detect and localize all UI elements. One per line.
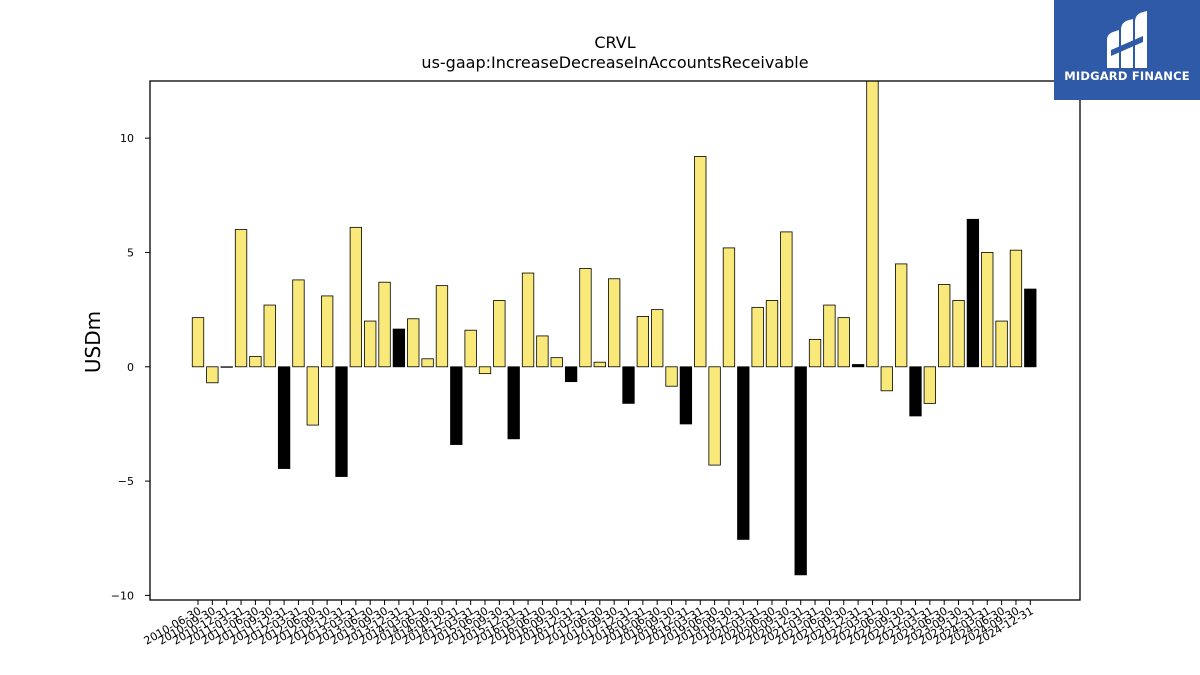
bar-2016-12-31 — [564, 366, 578, 383]
bar-2010-06-30 — [191, 317, 205, 368]
bar-2011-09-30 — [263, 304, 276, 368]
bar-2016-09-30 — [550, 357, 563, 368]
bars-group — [191, 80, 1037, 576]
y-tick-label: 5 — [127, 246, 134, 259]
bar-2024-06-30 — [995, 320, 1008, 368]
chart-title: CRVL — [594, 33, 635, 52]
y-axis-label: USDm — [81, 311, 105, 373]
bar-2021-12-31 — [851, 364, 865, 368]
bar-2011-12-31 — [277, 366, 291, 469]
bar-2023-06-30 — [938, 284, 951, 368]
bar-2012-09-30 — [320, 295, 334, 368]
bar-2023-03-31 — [923, 366, 936, 404]
bar-2019-03-31 — [694, 156, 707, 368]
bar-2014-06-30 — [421, 358, 434, 368]
bar-2012-03-31 — [292, 279, 305, 368]
bar-2014-03-31 — [407, 318, 420, 368]
bar-2012-06-30 — [306, 366, 319, 426]
bar-2024-12-31 — [1024, 288, 1037, 368]
bar-2013-06-30 — [364, 320, 377, 368]
y-tick-label: 0 — [127, 361, 134, 374]
bar-2015-12-31 — [507, 366, 520, 440]
y-axis: −10 −5 0 5 10 — [111, 132, 150, 602]
bar-2022-09-30 — [895, 263, 908, 368]
bar-2020-09-30 — [780, 231, 793, 368]
bar-2018-12-31 — [679, 366, 693, 425]
bar-2019-06-30 — [708, 366, 721, 466]
bar-2019-12-31 — [737, 366, 750, 540]
chart-subtitle: us-gaap:IncreaseDecreaseInAccountsReceiv… — [421, 53, 808, 72]
bar-2011-06-30 — [249, 356, 262, 368]
brand-logo-text: MIDGARD FINANCE — [1064, 69, 1190, 83]
bar-2015-06-30 — [478, 366, 492, 375]
bar-2017-03-31 — [579, 268, 592, 368]
bar-2014-09-30 — [435, 285, 449, 368]
bar-2015-09-30 — [493, 300, 506, 368]
bar-2019-09-30 — [722, 247, 736, 368]
bar-2020-12-31 — [794, 366, 807, 576]
bar-2023-12-31 — [966, 218, 980, 368]
plot-frame — [149, 80, 1081, 601]
bar-2013-09-30 — [378, 281, 391, 368]
bar-2012-12-31 — [335, 366, 348, 477]
bar-2017-06-30 — [593, 361, 606, 368]
bar-2024-03-31 — [981, 252, 994, 368]
y-tick-label: −5 — [118, 475, 134, 488]
brand-logo: MIDGARD FINANCE — [1054, 0, 1200, 100]
bar-2016-03-31 — [521, 272, 535, 368]
bar-2022-03-31 — [866, 80, 879, 368]
bar-2011-03-31 — [234, 229, 248, 368]
bar-2023-09-30 — [952, 300, 965, 368]
bar-2015-03-31 — [464, 329, 477, 368]
bar-2017-09-30 — [608, 278, 621, 368]
bar-2020-06-30 — [765, 300, 779, 368]
bar-2013-12-31 — [392, 328, 406, 368]
bar-2022-12-31 — [909, 366, 922, 417]
bar-2018-06-30 — [651, 309, 664, 368]
bar-2010-12-31 — [220, 366, 233, 368]
bar-2014-12-31 — [450, 366, 463, 445]
bar-2016-06-30 — [536, 335, 549, 368]
bar-2024-09-30 — [1009, 249, 1023, 368]
bar-2021-09-30 — [837, 317, 850, 368]
midgard-logo-icon — [1107, 11, 1147, 68]
bar-2018-09-30 — [665, 366, 678, 387]
bar-2010-09-30 — [206, 366, 219, 384]
bar-2020-03-31 — [751, 306, 764, 368]
bar-2018-03-31 — [636, 316, 649, 368]
bar-2022-06-30 — [880, 366, 893, 392]
bar-2021-06-30 — [823, 304, 836, 368]
x-axis: 2010-06-302010-09-302010-12-312011-03-31… — [142, 600, 1036, 648]
y-tick-label: 10 — [120, 132, 134, 145]
bar-2013-03-31 — [349, 226, 363, 368]
y-tick-label: −10 — [111, 589, 134, 602]
bar-2021-03-31 — [808, 338, 822, 368]
bar-2017-12-31 — [622, 366, 635, 404]
